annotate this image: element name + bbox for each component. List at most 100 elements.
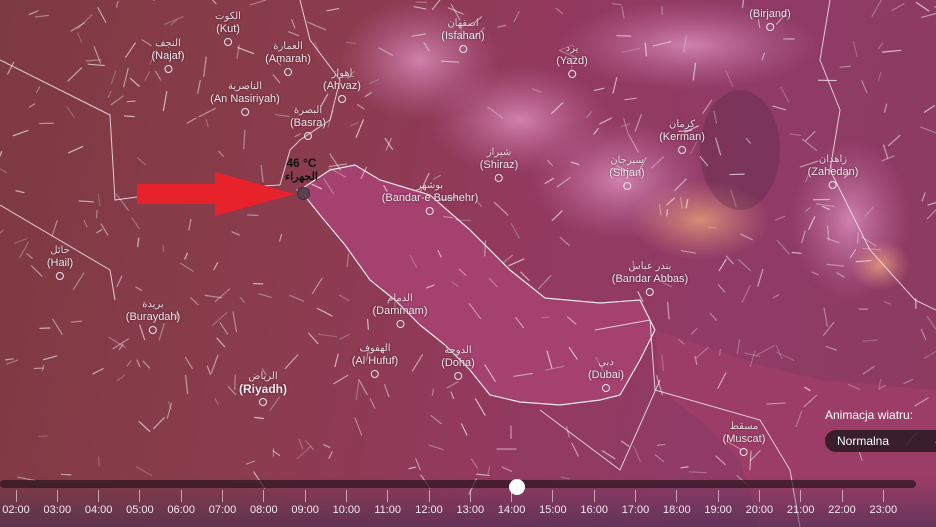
timeline-hour[interactable]: 20:00 [739, 490, 779, 516]
timeline-hour[interactable]: 18:00 [657, 490, 697, 516]
city-label-isfahan[interactable]: اصفهان (Isfahan) [441, 17, 485, 53]
city-label-birjand[interactable]: (Birjand) [749, 8, 791, 31]
city-label-hail[interactable]: حائل (Hail) [47, 244, 73, 280]
city-label-sirjan[interactable]: سيرجان (Sirjan) [609, 154, 645, 190]
wind-streak [311, 277, 323, 295]
wind-streak [308, 332, 319, 345]
wind-streak [428, 444, 444, 451]
wind-streak [757, 19, 761, 29]
wind-streak [683, 34, 687, 53]
city-label-hufuf[interactable]: الهفوف (Al Hufuf) [352, 342, 398, 378]
temperature-readout: 46 °C [286, 156, 317, 170]
wind-streak [546, 159, 554, 167]
selected-location-marker[interactable]: 46 °C الجهراء [285, 156, 318, 200]
wind-streak [219, 321, 229, 335]
hour-label: 02:00 [2, 504, 30, 516]
city-label-dammam[interactable]: الدمام (Dammam) [373, 292, 428, 328]
wind-streak [107, 90, 112, 99]
city-label-basra[interactable]: البصرة (Basra) [290, 104, 326, 140]
wind-streak [327, 109, 334, 128]
wind-streak [702, 99, 713, 114]
wind-streak [804, 386, 811, 392]
timeline-hour[interactable]: 08:00 [244, 490, 284, 516]
wind-streak [586, 111, 592, 119]
wind-streak [272, 74, 281, 84]
timeline-hour[interactable]: 06:00 [161, 490, 201, 516]
timeline-hour[interactable]: 23:00 [863, 490, 903, 516]
timeline-hour[interactable]: 07:00 [203, 490, 243, 516]
wind-streak [887, 134, 901, 147]
timeline-hour[interactable]: 14:00 [492, 490, 532, 516]
wind-streak [123, 67, 129, 88]
timeline-hour[interactable]: 04:00 [79, 490, 119, 516]
wind-streak [116, 275, 123, 288]
city-label-shiraz[interactable]: شیراز (Shiraz) [480, 146, 518, 182]
wind-streak [508, 258, 525, 267]
city-dot-icon [458, 45, 467, 53]
timeline-hour[interactable]: 21:00 [781, 490, 821, 516]
timeline-hour[interactable]: 13:00 [450, 490, 490, 516]
wind-streak [384, 383, 390, 398]
wind-streak [115, 193, 129, 211]
wind-streak [571, 442, 579, 457]
timeline-hour[interactable]: 03:00 [37, 490, 77, 516]
wind-streak [28, 103, 36, 108]
wind-streak [52, 318, 63, 335]
timeline-hour[interactable]: 11:00 [368, 490, 408, 516]
wind-streak [546, 350, 553, 369]
wind-streak [328, 451, 333, 459]
timeline-hour[interactable]: 10:00 [326, 490, 366, 516]
timeline-hour[interactable]: 05:00 [120, 490, 160, 516]
timeline-tick [263, 490, 265, 502]
wind-streak [513, 372, 533, 377]
city-label-najaf[interactable]: النجف (Najaf) [151, 37, 185, 73]
city-label-kut[interactable]: الكوت (Kut) [215, 10, 241, 46]
timeline-hour[interactable]: 19:00 [698, 490, 738, 516]
wind-streak [756, 344, 775, 356]
city-native-name: دبي [598, 357, 614, 368]
city-label-doha[interactable]: الدوحة (Doha) [441, 344, 475, 380]
city-label-yazd[interactable]: یزد (Yazd) [556, 42, 588, 78]
city-label-dubai[interactable]: دبي (Dubai) [588, 356, 624, 392]
city-label-bushehr[interactable]: بوشهر (Bandar-e Bushehr) [382, 179, 478, 215]
city-label-muscat[interactable]: مسقط (Muscat) [723, 420, 765, 456]
wind-streak [236, 44, 240, 60]
wind-streak [689, 141, 698, 155]
timeline-slider-track[interactable] [0, 479, 916, 495]
wind-streak [166, 402, 173, 419]
wind-streak [624, 97, 637, 101]
hour-label: 18:00 [663, 504, 691, 516]
city-label-buraydah[interactable]: بريدة (Buraydah) [126, 298, 180, 334]
timeline-tick [56, 490, 58, 502]
wind-animation-select[interactable]: Normalna ⌄ [825, 430, 936, 452]
city-dot-icon [454, 372, 462, 380]
timeline-tick [180, 490, 182, 502]
timeline-hour[interactable]: 02:00 [0, 490, 36, 516]
timeline-hour[interactable]: 16:00 [574, 490, 614, 516]
city-label-nasiriyah[interactable]: الناصرية (An Nasiriyah) [210, 80, 280, 116]
city-label-kerman[interactable]: كرمان (Kerman) [659, 118, 705, 154]
wind-streak [287, 31, 300, 37]
city-label-zahedan[interactable]: زاهدان (Zahedan) [808, 153, 858, 189]
city-native-name: الناصرية [227, 81, 263, 92]
wind-streak [97, 193, 101, 207]
timeline-hour[interactable]: 17:00 [616, 490, 656, 516]
wind-streak [650, 156, 665, 169]
city-label-riyadh[interactable]: الرياض (Riyadh) [239, 370, 287, 406]
wind-streak [493, 201, 509, 216]
timeline-tick [758, 490, 760, 502]
timeline-hour[interactable]: 15:00 [533, 490, 573, 516]
timeline-hour[interactable]: 09:00 [285, 490, 325, 516]
timeline-hour[interactable]: 12:00 [409, 490, 449, 516]
wind-streak [450, 391, 455, 400]
timeline-slider-handle[interactable] [509, 479, 525, 495]
wind-streak [204, 294, 223, 299]
city-label-amarah[interactable]: العمارة (Amarah) [265, 40, 311, 76]
wind-streak [135, 466, 153, 477]
city-label-bandarabbas[interactable]: بندر عباس (Bandar Abbas) [612, 260, 688, 296]
wind-streak [914, 397, 929, 407]
timeline-hour[interactable]: 22:00 [822, 490, 862, 516]
city-label-ahvaz[interactable]: اهواز (Ahvaz) [323, 67, 361, 103]
wind-streak [98, 456, 100, 467]
